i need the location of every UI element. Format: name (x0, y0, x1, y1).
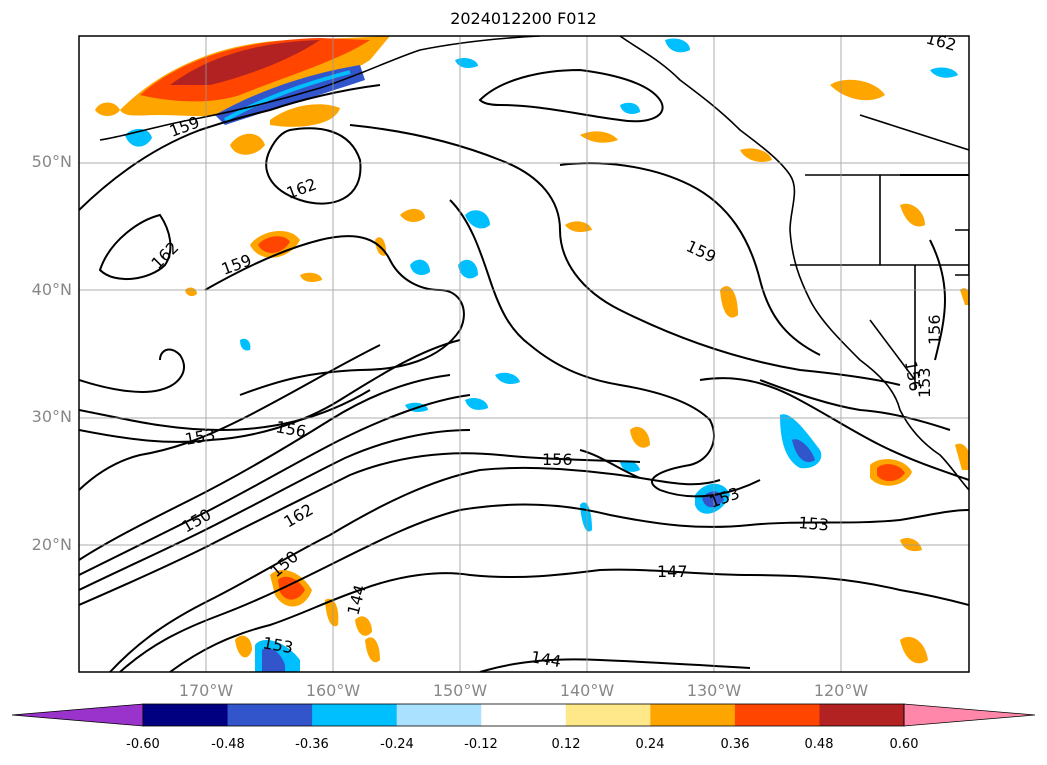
colorbar-tick-label: -0.12 (464, 737, 498, 752)
colorbar-outline (142, 703, 905, 727)
lon-label: 170°W (178, 681, 234, 700)
lon-label: 130°W (686, 681, 742, 700)
colorbar-segment (396, 704, 482, 726)
contour-label: 144 (529, 647, 562, 671)
colorbar-tick-label: -0.24 (380, 737, 414, 752)
colorbar-segment (312, 704, 398, 726)
contour-label: 153 (183, 425, 216, 449)
lon-label: 160°W (305, 681, 361, 700)
contour-label: 159 (219, 250, 254, 278)
colorbar-segment (227, 704, 313, 726)
colorbar-segment (143, 704, 229, 726)
shaded-anomaly-areas (95, 36, 969, 672)
colorbar-tick-label: -0.60 (126, 737, 160, 752)
contour-label: 144 (344, 583, 370, 617)
contour-label: 162 (924, 29, 958, 55)
contour-label: 159 (167, 112, 202, 140)
colorbar-tick-label: 0.48 (804, 737, 834, 752)
graticule (79, 36, 969, 672)
lat-label: 30°N (31, 407, 72, 426)
contour-label: 156 (925, 314, 944, 345)
colorbar-tick-label: -0.36 (295, 737, 329, 752)
colorbar-segment (734, 704, 820, 726)
colorbar-segment (565, 704, 651, 726)
lon-label: 150°W (432, 681, 488, 700)
colorbar (11, 703, 1036, 727)
lon-label: 140°W (559, 681, 615, 700)
colorbar-tick-label: -0.48 (211, 737, 245, 752)
colorbar-tick-label: 0.24 (635, 737, 665, 752)
contour-label: 162 (281, 500, 317, 532)
lat-label: 50°N (31, 152, 72, 171)
lat-label: 40°N (31, 280, 72, 299)
map-title: 2024012200 F012 (450, 9, 597, 28)
contour-label: 147 (657, 562, 688, 581)
contour-label: 162 (284, 174, 319, 202)
contour-label: 162 (147, 238, 182, 273)
lon-label: 120°W (813, 681, 869, 700)
lat-label: 20°N (31, 535, 72, 554)
contour-label: 153 (915, 367, 934, 398)
contour-lines (79, 68, 969, 672)
colorbar-segment (650, 704, 736, 726)
colorbar-tick-label: 0.60 (889, 737, 919, 752)
colorbar-segment (819, 704, 905, 726)
colorbar-segment (481, 704, 567, 726)
contour-label: 153 (798, 513, 830, 535)
colorbar-tick-label: 0.36 (720, 737, 750, 752)
colorbar-extend-high (903, 703, 1036, 727)
contour-label: 156 (542, 450, 573, 469)
colorbar-tick-label: 0.12 (551, 737, 581, 752)
contour-label: 156 (274, 417, 307, 441)
colorbar-extend-low (11, 703, 144, 727)
map-frame (78, 35, 970, 673)
